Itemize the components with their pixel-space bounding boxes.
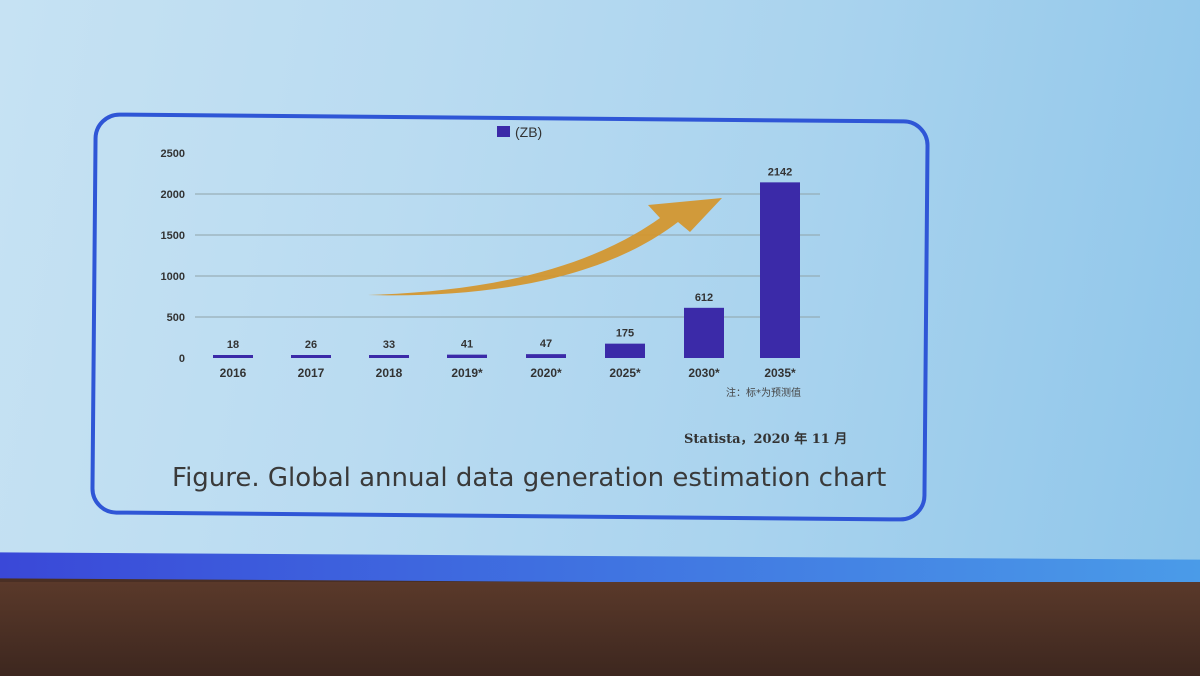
y-tick-label: 1500 [161, 230, 185, 242]
y-tick-label: 2000 [161, 189, 185, 201]
x-tick-label: 2035* [764, 366, 796, 380]
bars [213, 182, 800, 358]
value-label: 2142 [768, 166, 792, 178]
bar-2019 [447, 355, 487, 358]
legend-swatch [497, 126, 510, 137]
bar-2035 [760, 182, 800, 358]
x-tick-label: 2018 [376, 366, 403, 380]
x-tick-label: 2017 [298, 366, 325, 380]
value-label: 612 [695, 292, 713, 304]
grid-lines [195, 194, 820, 317]
legend: (ZB) [497, 124, 542, 140]
bar-2020 [526, 354, 566, 358]
legend-label: (ZB) [515, 124, 542, 140]
value-label: 47 [540, 338, 552, 350]
bar-2017 [291, 355, 331, 358]
x-tick-label: 2020* [530, 366, 562, 380]
x-tick-label: 2016 [220, 366, 247, 380]
x-tick-label: 2025* [609, 366, 641, 380]
y-tick-label: 500 [167, 312, 185, 324]
bar-2018 [369, 355, 409, 358]
bar-2016 [213, 355, 253, 358]
y-tick-label: 2500 [161, 148, 185, 160]
bar-2030 [684, 308, 724, 358]
x-tick-label: 2019* [451, 366, 483, 380]
value-label: 26 [305, 339, 317, 351]
source-label: Statista，2020 年 11 月 [684, 428, 847, 447]
value-label: 41 [461, 339, 473, 351]
value-label: 33 [383, 339, 395, 351]
forecast-note: 注：标*为预测值 [726, 384, 801, 399]
x-axis-labels: 2016 2017 2018 2019* 2020* 2025* 2030* 2035* [220, 366, 796, 380]
x-tick-label: 2030* [688, 366, 720, 380]
y-axis-ticks: 0 500 1000 1500 2000 2500 [161, 148, 185, 365]
growth-arrow-icon [368, 198, 722, 295]
y-tick-label: 1000 [161, 271, 185, 283]
y-tick-label: 0 [179, 353, 185, 365]
value-label: 175 [616, 328, 634, 340]
bar-2025 [605, 344, 645, 358]
value-label: 18 [227, 339, 239, 351]
figure-caption: Figure. Global annual data generation es… [172, 463, 892, 493]
